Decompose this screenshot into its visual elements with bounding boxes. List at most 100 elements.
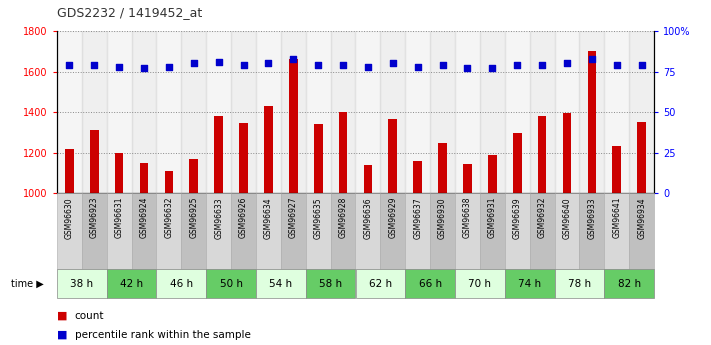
Bar <box>256 269 306 298</box>
Bar <box>264 106 273 193</box>
Bar <box>587 51 597 193</box>
Bar <box>505 31 530 193</box>
Bar <box>206 31 231 193</box>
Point <box>88 62 100 68</box>
Text: GSM96634: GSM96634 <box>264 197 273 239</box>
Text: ■: ■ <box>57 311 68 321</box>
Text: GSM96636: GSM96636 <box>363 197 373 239</box>
Bar <box>438 142 447 193</box>
Bar <box>555 193 579 269</box>
Bar <box>455 31 480 193</box>
Text: GSM96930: GSM96930 <box>438 197 447 239</box>
Text: percentile rank within the sample: percentile rank within the sample <box>75 330 250 339</box>
Bar <box>65 149 74 193</box>
Point <box>312 62 324 68</box>
Text: 78 h: 78 h <box>568 279 591 289</box>
Text: GSM96934: GSM96934 <box>637 197 646 239</box>
Bar <box>214 116 223 193</box>
Bar <box>231 31 256 193</box>
Text: GSM96925: GSM96925 <box>189 197 198 238</box>
Bar <box>604 193 629 269</box>
Bar <box>637 122 646 193</box>
Point <box>586 56 597 61</box>
Bar <box>181 193 206 269</box>
Bar <box>380 31 405 193</box>
Text: GSM96640: GSM96640 <box>562 197 572 239</box>
Bar <box>331 193 356 269</box>
Text: GSM96923: GSM96923 <box>90 197 99 238</box>
Bar <box>164 171 173 193</box>
Bar <box>430 193 455 269</box>
Text: GSM96927: GSM96927 <box>289 197 298 238</box>
Point <box>412 64 424 69</box>
Text: 58 h: 58 h <box>319 279 342 289</box>
Bar <box>604 31 629 193</box>
Bar <box>505 193 530 269</box>
Bar <box>338 112 348 193</box>
Text: 42 h: 42 h <box>120 279 143 289</box>
Bar <box>413 161 422 193</box>
Text: GSM96931: GSM96931 <box>488 197 497 238</box>
Bar <box>629 31 654 193</box>
Bar <box>306 269 356 298</box>
Text: GSM96924: GSM96924 <box>139 197 149 238</box>
Text: GSM96637: GSM96637 <box>413 197 422 239</box>
Bar <box>356 31 380 193</box>
Bar <box>231 193 256 269</box>
Bar <box>139 163 149 193</box>
Text: 46 h: 46 h <box>170 279 193 289</box>
Text: GSM96932: GSM96932 <box>538 197 547 238</box>
Text: 82 h: 82 h <box>618 279 641 289</box>
Bar <box>612 146 621 193</box>
Bar <box>629 193 654 269</box>
Text: GSM96632: GSM96632 <box>164 197 173 238</box>
Bar <box>181 31 206 193</box>
Bar <box>405 193 430 269</box>
Point <box>611 62 622 68</box>
Text: 50 h: 50 h <box>220 279 242 289</box>
Bar <box>331 31 356 193</box>
Text: GSM96928: GSM96928 <box>338 197 348 238</box>
Point <box>561 61 572 66</box>
Point <box>262 61 274 66</box>
Text: GSM96635: GSM96635 <box>314 197 323 239</box>
Point <box>213 59 225 65</box>
Bar <box>604 269 654 298</box>
Text: 66 h: 66 h <box>419 279 442 289</box>
Point <box>387 61 398 66</box>
Text: GSM96630: GSM96630 <box>65 197 74 239</box>
Point <box>536 62 547 68</box>
Bar <box>57 193 82 269</box>
Text: count: count <box>75 311 104 321</box>
Bar <box>132 31 156 193</box>
Point <box>636 62 647 68</box>
Point <box>164 64 175 69</box>
Bar <box>132 193 156 269</box>
Bar <box>455 193 480 269</box>
Bar <box>455 269 505 298</box>
Bar <box>488 155 497 193</box>
Bar <box>189 159 198 193</box>
Text: GDS2232 / 1419452_at: GDS2232 / 1419452_at <box>57 6 202 19</box>
Text: 62 h: 62 h <box>369 279 392 289</box>
Bar <box>363 165 373 193</box>
Bar <box>107 193 132 269</box>
Point <box>237 62 249 68</box>
Text: GSM96639: GSM96639 <box>513 197 522 239</box>
Bar <box>555 31 579 193</box>
Point <box>511 62 523 68</box>
Point <box>139 66 150 71</box>
Bar <box>405 269 455 298</box>
Text: GSM96638: GSM96638 <box>463 197 472 238</box>
Bar <box>538 116 547 193</box>
Bar <box>405 31 430 193</box>
Text: 74 h: 74 h <box>518 279 541 289</box>
Bar <box>579 31 604 193</box>
Point <box>188 61 199 66</box>
Text: 70 h: 70 h <box>469 279 491 289</box>
Bar <box>289 59 298 193</box>
Bar <box>82 193 107 269</box>
Bar <box>107 269 156 298</box>
Text: GSM96926: GSM96926 <box>239 197 248 238</box>
Bar <box>57 269 107 298</box>
